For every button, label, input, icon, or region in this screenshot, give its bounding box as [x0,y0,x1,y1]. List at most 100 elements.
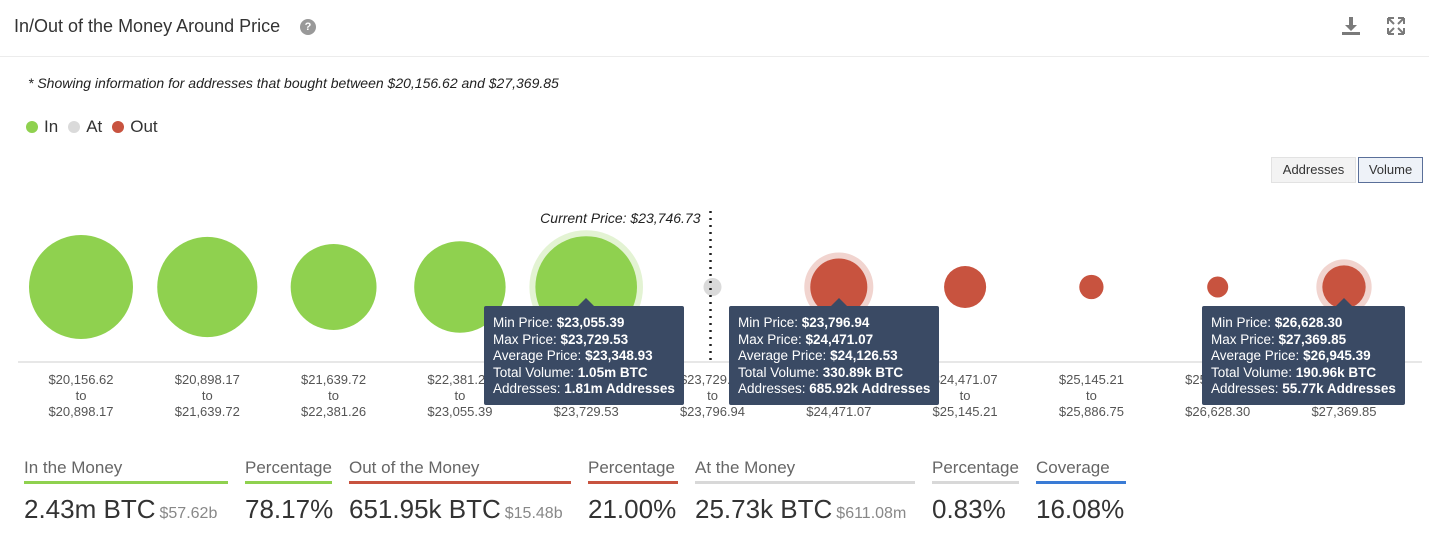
stat-label: Percentage [245,458,332,484]
range-to-word: to [76,388,87,403]
range-to-label: $22,381.26 [301,404,366,419]
tooltip-label: Total Volume: [493,364,578,380]
stat-value: 16.08% [1036,494,1125,524]
current-price-label: Current Price: $23,746.73 [540,210,701,226]
tooltip-row: Addresses: 55.77k Addresses [1211,381,1396,398]
legend-item-out[interactable]: Out [112,117,158,137]
stat-value: 651.95k BTC $15.48b [349,494,571,525]
stat-label: In the Money [24,458,228,484]
tooltip-row: Min Price: $26,628.30 [1211,315,1396,332]
tooltip-row: Addresses: 1.81m Addresses [493,381,675,398]
chart-legend: In At Out [26,117,158,137]
page-title: In/Out of the Money Around Price [14,16,281,36]
range-from-label: $21,639.72 [301,372,366,387]
range-to-label: $24,471.07 [806,404,871,419]
bubble-out[interactable] [1079,274,1104,300]
tooltip-label: Min Price: [493,315,557,330]
range-to-word: to [454,388,465,403]
tooltip-arrow [1336,298,1352,306]
range-from-label: $24,471.07 [933,372,998,387]
stat-value: 78.17% [245,494,334,524]
stat-value: 21.00% [588,494,677,524]
volume-toggle-button[interactable]: Volume [1358,157,1423,183]
tooltip-value: 685.92k Addresses [809,381,931,397]
bubble-tooltip: Min Price: $23,055.39 Max Price: $23,729.… [484,298,684,405]
tooltip-value: $23,055.39 [556,315,625,330]
stat-sub-value: $15.48b [504,505,563,522]
tooltip-value: 1.05m BTC [577,364,648,380]
stat-sub-value: $57.62b [159,505,218,522]
stat-label: At the Money [695,458,915,484]
bubble-in[interactable] [414,241,506,333]
bubble-out[interactable] [944,265,987,309]
bubble-at[interactable] [703,278,722,296]
range-to-word: to [707,388,718,403]
range-to-label: $26,628.30 [1185,404,1250,419]
stat-sub-value: $611.08m [836,505,907,522]
address-range-note: * Showing information for addresses that… [28,75,559,91]
tooltip-label: Max Price: [1211,331,1279,347]
bubble-out[interactable] [1322,265,1366,309]
tooltip-value: $23,729.53 [560,331,629,347]
range-to-word: to [960,388,971,403]
bubble-out[interactable] [810,258,868,316]
expand-icon[interactable] [1385,15,1407,37]
stat-out-percentage: Percentage 21.00% [588,458,678,525]
tooltip-row: Max Price: $27,369.85 [1211,332,1396,349]
legend-item-in[interactable]: In [26,117,58,137]
tooltip-row: Min Price: $23,796.94 [738,315,930,332]
summary-stats: In the Money 2.43m BTC $57.62b Percentage… [0,458,1429,548]
tooltip-value: $23,796.94 [801,315,870,330]
stat-value: 25.73k BTC $611.08m [695,494,915,525]
bubble-tooltip: Min Price: $26,628.30 Max Price: $27,369.… [1202,298,1405,405]
range-to-label: $21,639.72 [175,404,240,419]
tooltip-row: Total Volume: 330.89k BTC [738,365,930,382]
stat-value: 0.83% [932,494,1006,524]
range-to-label: $23,055.39 [427,404,492,419]
help-icon[interactable]: ? [300,19,316,35]
tooltip-value: $26,628.30 [1274,315,1343,330]
legend-dot-in [26,121,38,133]
tooltip-value: 55.77k Addresses [1282,381,1396,397]
legend-dot-out [112,121,125,133]
download-icon[interactable] [1340,15,1362,37]
stat-main-value: 651.95k BTC [349,494,501,524]
bubble-in[interactable] [290,244,377,330]
stat-out-of-the-money: Out of the Money 651.95k BTC $15.48b [349,458,571,525]
tooltip-row: Max Price: $24,471.07 [738,332,930,349]
range-to-label: $23,729.53 [554,404,619,419]
stat-at-percentage: Percentage 0.83% [932,458,1019,525]
range-from-label: $20,898.17 [175,372,240,387]
tooltip-label: Average Price: [1211,348,1304,364]
tooltip-row: Total Volume: 190.96k BTC [1211,365,1396,382]
stat-label: Percentage [932,458,1019,484]
tooltip-label: Max Price: [738,331,806,347]
tooltip-value: $24,471.07 [805,331,874,347]
tooltip-row: Min Price: $23,055.39 [493,315,675,332]
range-to-label: $27,369.85 [1311,404,1376,419]
legend-item-at[interactable]: At [68,117,102,137]
addresses-toggle-button[interactable]: Addresses [1271,157,1356,183]
bubble-in[interactable] [157,236,258,338]
tooltip-row: Addresses: 685.92k Addresses [738,381,930,398]
tooltip-label: Addresses: [1211,381,1283,397]
tooltip-label: Average Price: [738,348,831,364]
tooltip-label: Total Volume: [1211,364,1296,380]
tooltip-label: Total Volume: [738,364,823,380]
tooltip-arrow [578,298,595,306]
tooltip-value: $26,945.39 [1303,348,1371,364]
range-from-label: $22,381.26 [427,372,492,387]
bubble-out[interactable] [1207,276,1229,298]
bubble-in[interactable] [29,235,133,339]
range-to-label: $25,145.21 [933,404,998,419]
tooltip-arrow [830,298,847,306]
stat-value: 2.43m BTC $57.62b [24,494,228,525]
stat-label: Percentage [588,458,678,484]
tooltip-value: $24,126.53 [830,348,898,364]
legend-dot-at [68,121,81,133]
stat-main-value: 25.73k BTC [695,494,833,524]
tooltip-row: Average Price: $26,945.39 [1211,348,1396,365]
range-to-label: $20,898.17 [48,404,113,419]
stat-label: Out of the Money [349,458,571,484]
tooltip-label: Max Price: [493,331,561,347]
